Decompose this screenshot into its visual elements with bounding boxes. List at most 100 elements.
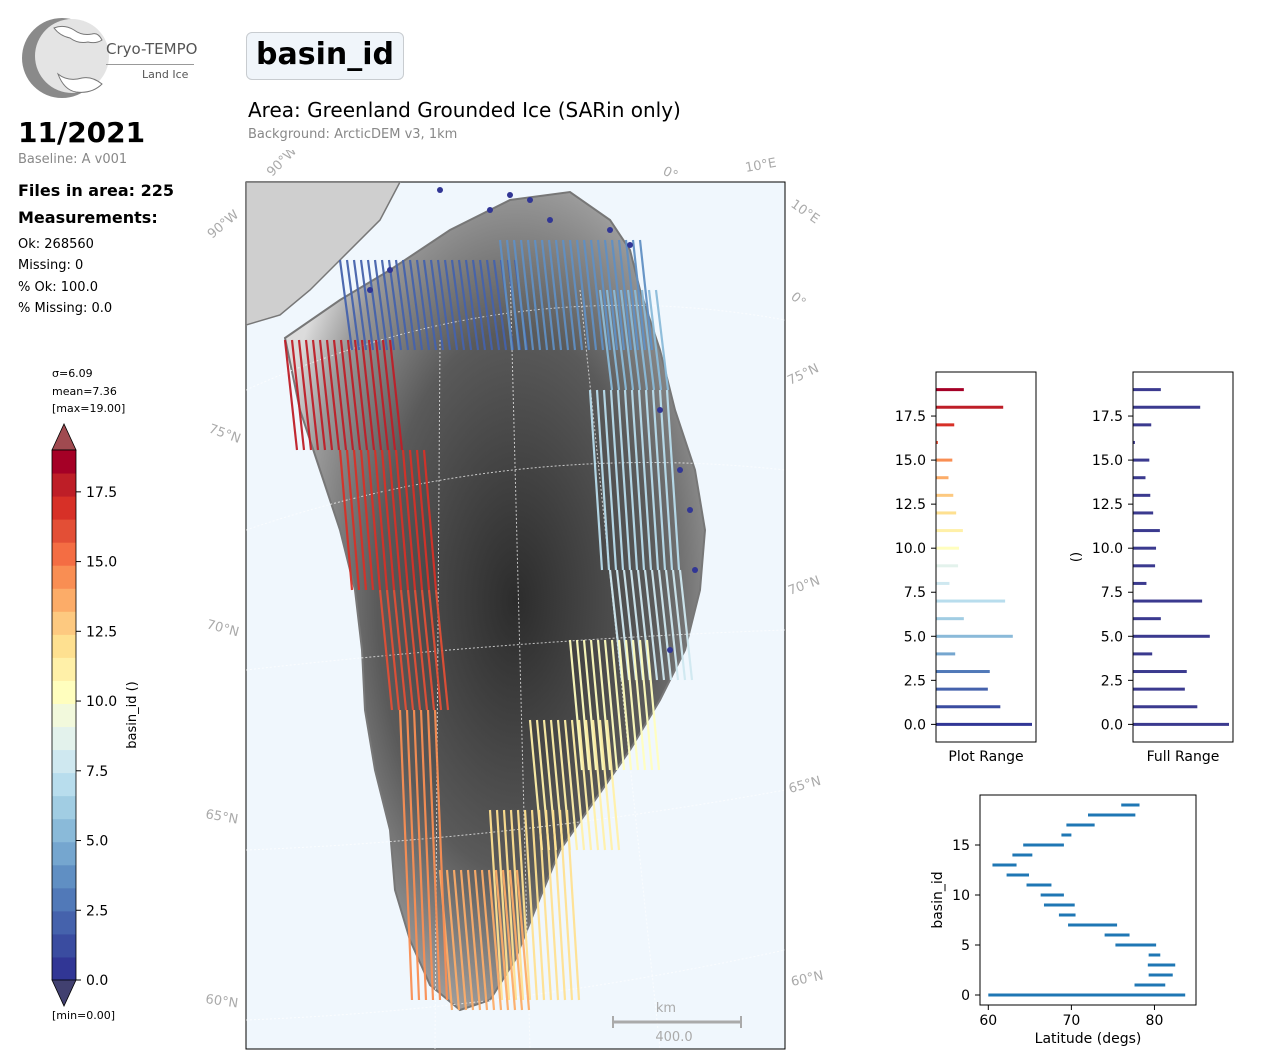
hist-bar: [936, 634, 1013, 638]
track-point: [527, 197, 533, 203]
colorbar-segment: [52, 749, 76, 774]
parameter-title: basin_id: [246, 32, 404, 80]
lat-label: 75°N: [785, 361, 821, 388]
hist-ytick-label: 12.5: [1092, 497, 1123, 513]
logo-divider: [106, 64, 194, 65]
measurements-title: Measurements:: [18, 208, 158, 227]
colorbar-segment: [52, 611, 76, 635]
hist-bar: [1133, 388, 1161, 392]
cryo-tempo-logo: [22, 18, 109, 98]
hist-bar: [1133, 722, 1229, 726]
hist-ytick-label: 17.5: [895, 409, 926, 425]
latitude-range-chart: 60 70 80 0 5 10 15 Latitude (degs) basin_id: [930, 794, 1197, 1047]
track-point: [507, 192, 513, 198]
hist-bar: [1133, 529, 1160, 533]
hist-bar: [1133, 423, 1152, 427]
lat-ytick-label: 5: [961, 938, 970, 954]
lat-chart-frame: [979, 794, 1197, 1006]
colorbar-mean: mean=7.36: [52, 385, 117, 398]
track-point: [547, 217, 553, 223]
hist-bar: [1133, 511, 1154, 515]
track-group: [338, 449, 438, 591]
hist-bar: [936, 670, 990, 674]
hist-xlabel: Full Range: [1147, 749, 1220, 765]
hist-bar: [1133, 634, 1210, 638]
track-group: [598, 289, 670, 391]
hist-ytick-label: 0.0: [904, 717, 926, 733]
hist-bar: [936, 440, 938, 444]
colorbar-tick-label: 15.0: [86, 555, 117, 571]
satellite-tracks: [283, 187, 698, 1011]
background-note: Background: ArcticDEM v3, 1km: [248, 127, 458, 142]
hist-ytick-label: 7.5: [1101, 585, 1123, 601]
hist-bar: [936, 687, 988, 691]
track-group: [498, 239, 654, 351]
ok-count: Ok: 268560: [18, 237, 94, 252]
colorbar-segment: [52, 680, 76, 704]
hist-ytick-label: 15.0: [895, 453, 926, 469]
lat-xtick-label: 70: [1062, 1013, 1080, 1029]
lat-ylabel: basin_id: [930, 871, 946, 928]
hist-bar: [936, 511, 957, 515]
hist-ytick-label: 12.5: [895, 497, 926, 513]
hist-bar: [936, 564, 959, 568]
lon-label: 90°W: [264, 150, 300, 180]
lon-label: 90°W: [205, 207, 242, 242]
colorbar-segment: [52, 496, 76, 520]
logo-title: Cryo-TEMPO: [106, 40, 198, 58]
hist-bar: [936, 705, 1001, 709]
colorbar-segment: [52, 933, 76, 958]
hist-xlabel: Plot Range: [948, 749, 1023, 765]
lat-xtick-label: 60: [979, 1013, 997, 1029]
track-group: [608, 569, 694, 681]
scalebar-value: 400.0: [655, 1030, 692, 1045]
track-point: [437, 187, 443, 193]
lat-label: 60°N: [790, 968, 825, 989]
colorbar-segment: [52, 519, 76, 543]
baseline-text: Baseline: A v001: [18, 152, 128, 167]
hist-bar: [936, 388, 964, 392]
hist-bar: [1133, 581, 1147, 585]
lat-label: 65°N: [204, 807, 239, 827]
track-point: [692, 567, 698, 573]
lat-xtick-label: 80: [1146, 1013, 1164, 1029]
colorbar-segment: [52, 956, 76, 981]
lon-label: 0°: [787, 290, 808, 311]
hist-bar: [936, 529, 963, 533]
track-group: [568, 639, 661, 771]
hist-bar: [1133, 670, 1187, 674]
hist-bar: [1133, 705, 1198, 709]
colorbar-segment: [52, 864, 76, 889]
canada-landmass: [246, 182, 401, 326]
colorbar-segment: [52, 726, 76, 751]
track-group: [378, 589, 450, 711]
colorbar-segment: [52, 703, 76, 728]
colorbar-extend-max: [51, 423, 77, 451]
track-point: [387, 267, 393, 273]
colorbar-label: basin_id (): [125, 681, 140, 748]
colorbar-segment: [52, 818, 76, 843]
scale-bar: km 400.0: [612, 1001, 742, 1045]
hist-ytick-label: 10.0: [1092, 541, 1123, 557]
colorbar-tick-label: 10.0: [86, 694, 117, 710]
hist-bar: [936, 722, 1032, 726]
hist-bar: [1133, 493, 1151, 497]
colorbar-segment: [52, 450, 76, 474]
track-point: [657, 407, 663, 413]
scalebar-unit: km: [656, 1001, 676, 1016]
hist-bar: [1133, 546, 1157, 550]
colorbar-extend-min: [51, 979, 77, 1007]
hist-bar: [936, 405, 1004, 409]
colorbar-tick-label: 12.5: [86, 624, 117, 640]
colorbar-segment: [52, 473, 76, 497]
colorbar-segment: [52, 588, 76, 612]
track-point: [667, 647, 673, 653]
colorbar-segment: [52, 565, 76, 589]
lon-label: 10°E: [744, 156, 777, 176]
logo-subtitle: Land Ice: [142, 68, 189, 81]
hist-bar: [936, 652, 956, 656]
hist-ytick-label: 5.0: [904, 629, 926, 645]
plot-range-histogram: 0.0 2.5 5.0 7.5 10.0 12.5 15.0 17.5 Plot Range: [895, 371, 1037, 765]
track-group: [588, 389, 681, 571]
colorbar-outline: [51, 449, 77, 981]
